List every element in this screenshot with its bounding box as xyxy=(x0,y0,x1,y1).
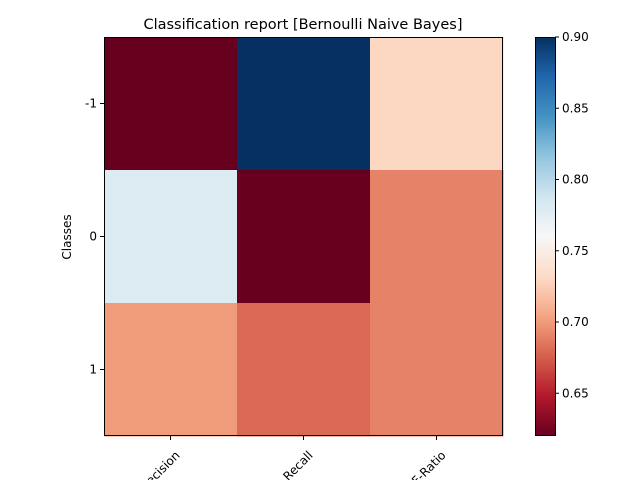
x-tick-label: Recall xyxy=(280,448,315,480)
colorbar-tick-label: 0.75 xyxy=(562,244,589,258)
y-tick-label: 0 xyxy=(89,230,97,244)
colorbar-tick-label: 0.65 xyxy=(562,386,589,400)
y-tick-label: 1 xyxy=(89,363,97,377)
y-axis-label: Classes xyxy=(60,214,74,259)
x-tick-label: Precision xyxy=(135,448,183,480)
colorbar-tick-label: 0.80 xyxy=(562,173,589,187)
heatmap-cell xyxy=(370,170,504,304)
colorbar-frame xyxy=(535,37,556,436)
chart-title: Classification report [Bernoulli Naive B… xyxy=(143,17,462,33)
heatmap-cell xyxy=(370,37,504,171)
heatmap-cell xyxy=(104,170,238,304)
heatmap-cell xyxy=(104,303,238,437)
heatmap-cell xyxy=(104,37,238,171)
colorbar-tick-label: 0.70 xyxy=(562,315,589,329)
colorbar: 0.65 0.70 0.75 0.80 0.85 0.90 xyxy=(535,30,589,436)
colorbar-ticks: 0.65 0.70 0.75 0.80 0.85 0.90 xyxy=(555,30,589,400)
x-tick-label: F-Ratio xyxy=(409,448,449,480)
y-axis-ticks: -1 0 1 xyxy=(85,97,104,377)
heatmap-cell xyxy=(237,170,371,304)
x-axis-ticks: Precision Recall F-Ratio xyxy=(135,436,449,480)
heatmap-cell xyxy=(237,303,371,437)
y-tick-label: -1 xyxy=(85,97,97,111)
heatmap-cell xyxy=(370,303,504,437)
heatmap-cell xyxy=(237,37,371,171)
colorbar-tick-label: 0.85 xyxy=(562,101,589,115)
colorbar-tick-label: 0.90 xyxy=(562,30,589,44)
colorbar-gradient xyxy=(535,37,555,436)
heatmap-cells xyxy=(104,37,504,437)
plot-frame xyxy=(104,37,503,436)
